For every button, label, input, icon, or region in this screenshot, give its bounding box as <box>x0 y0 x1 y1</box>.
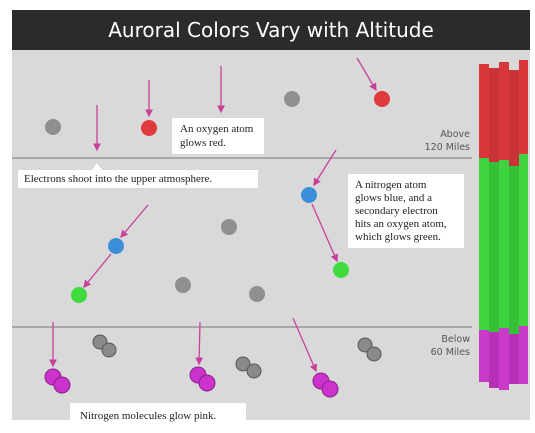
note-line: glows red. <box>180 137 226 149</box>
altitude-label: 120 Miles <box>425 142 470 153</box>
note-line: A nitrogen atom <box>355 179 427 191</box>
note-line: Electrons shoot into the upper atmospher… <box>24 173 212 185</box>
aurora-columns <box>479 60 528 390</box>
altitude-label: 60 Miles <box>431 347 470 358</box>
altitude-label: Above <box>440 129 470 140</box>
note-line: An oxygen atom <box>180 123 254 135</box>
note-line: Nitrogen molecules glow pink. <box>80 410 217 422</box>
title: Auroral Colors Vary with Altitude <box>108 18 434 42</box>
note-line: glows blue, and a <box>355 192 432 204</box>
diagram: Auroral Colors Vary with Altitude <box>0 0 535 433</box>
note-line: which glows green. <box>355 231 441 243</box>
altitude-label: Below <box>441 334 470 345</box>
note-line: hits an oxygen atom, <box>355 218 447 230</box>
note-line: secondary electron <box>355 205 438 217</box>
